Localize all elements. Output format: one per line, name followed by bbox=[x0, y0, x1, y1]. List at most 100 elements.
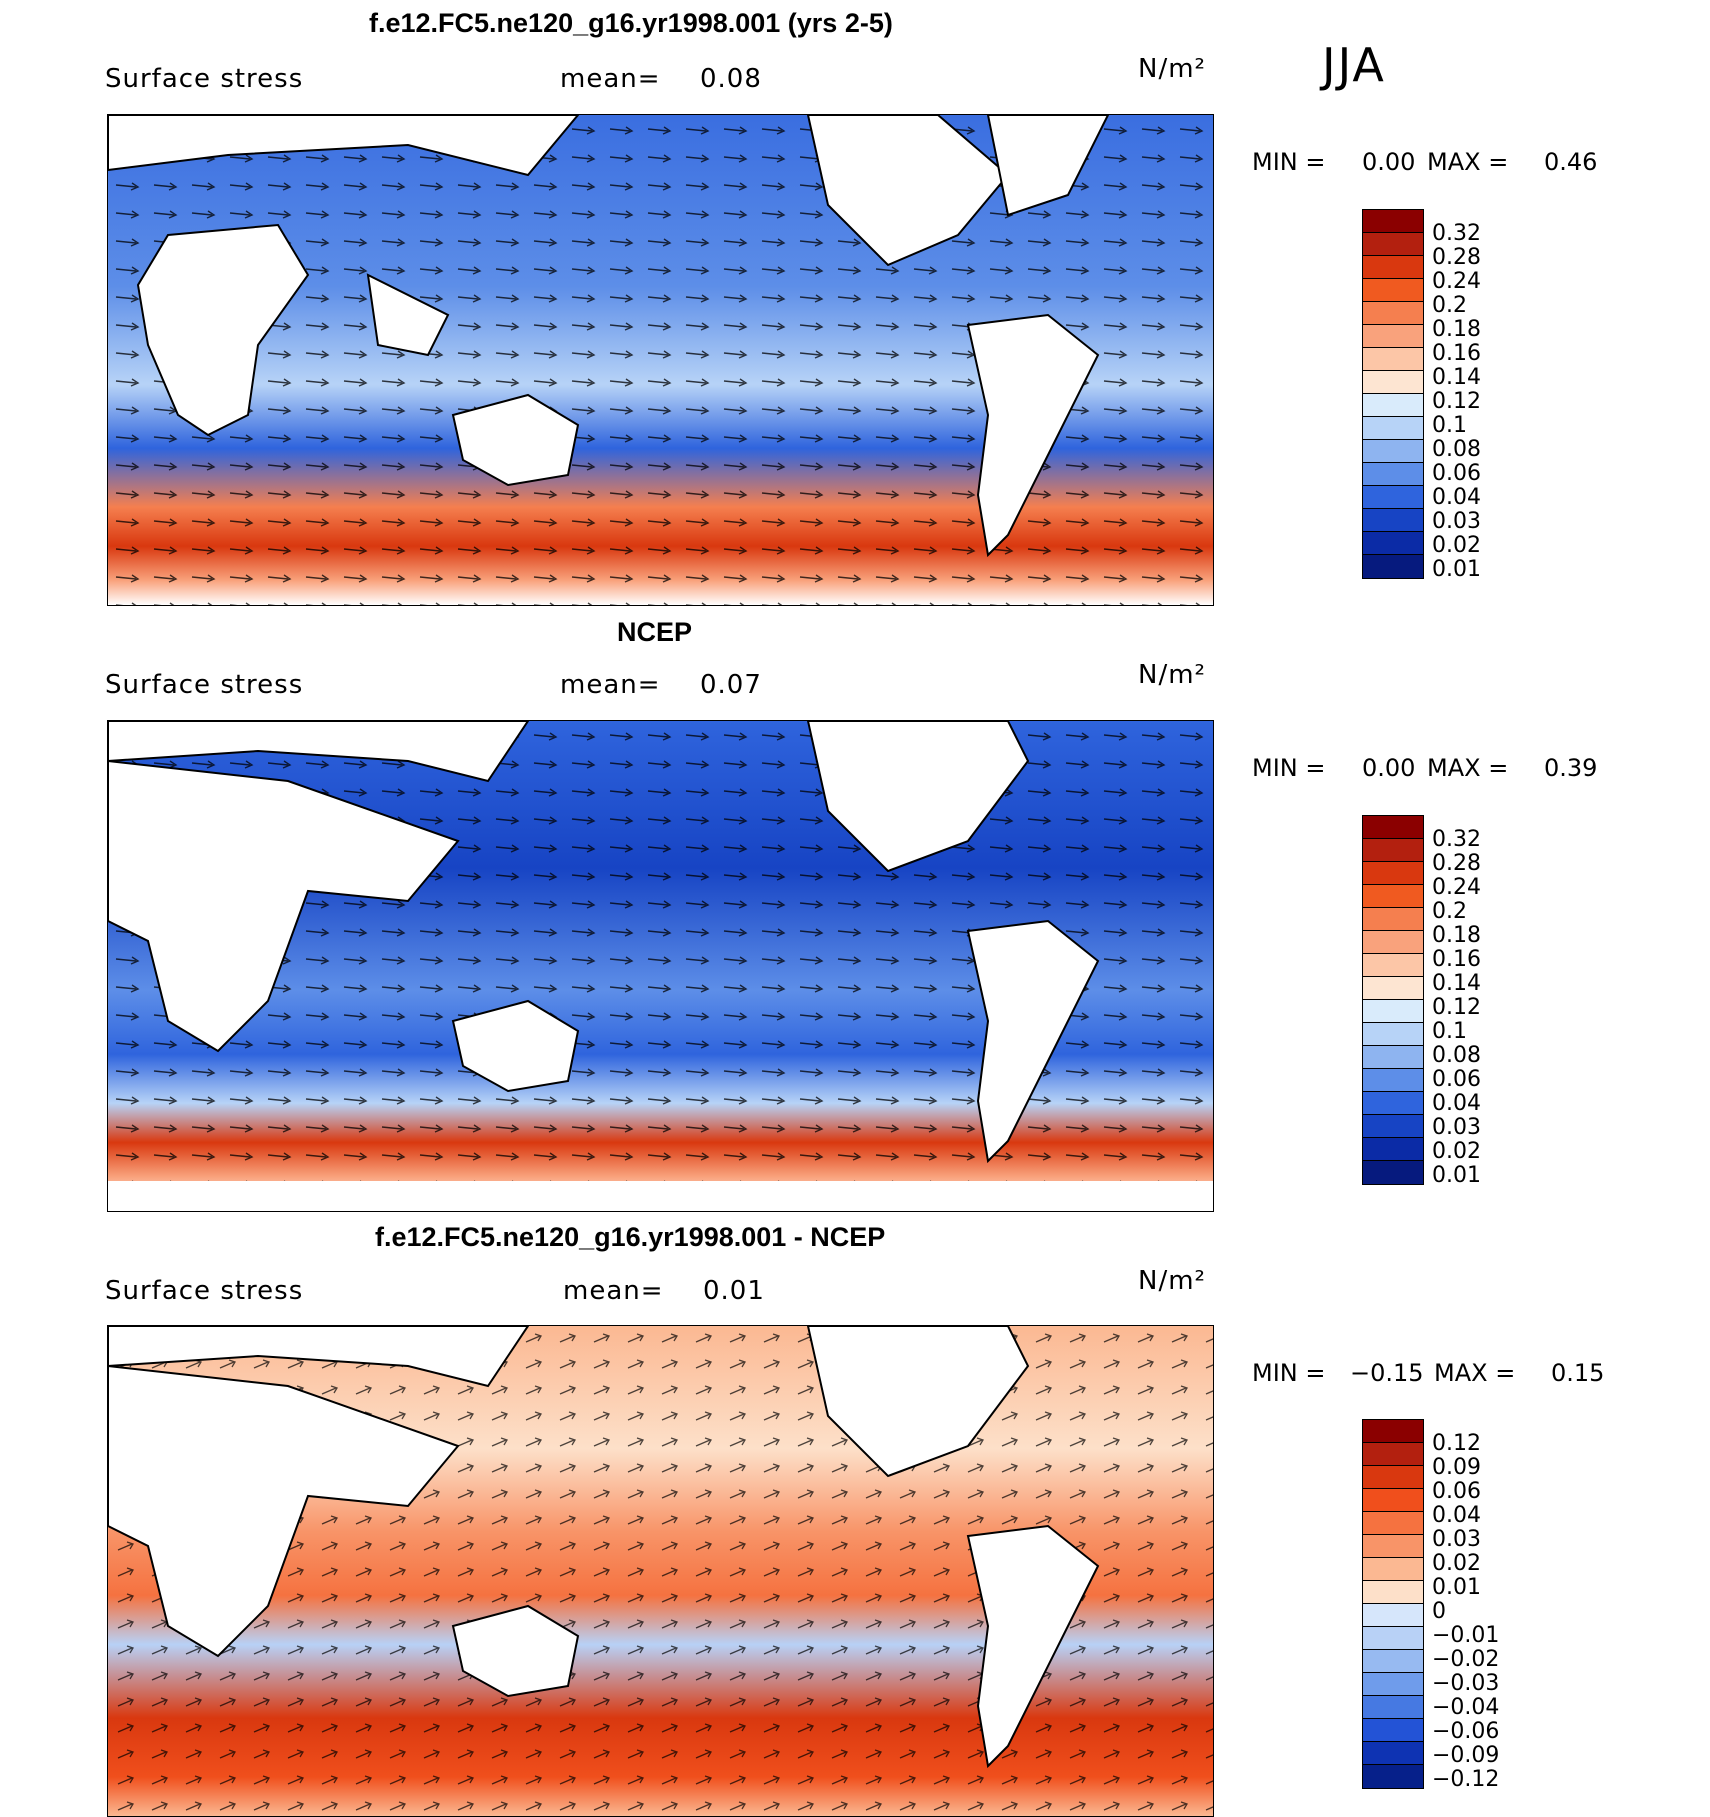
panel1-colorbar bbox=[1362, 209, 1424, 579]
panel2-tick: 0.12 bbox=[1432, 995, 1481, 1020]
panel3-variable-label: Surface stress bbox=[105, 1276, 304, 1306]
panel1-tick: 0.2 bbox=[1432, 293, 1467, 318]
panel3-cbar-swatch bbox=[1363, 1581, 1423, 1604]
panel3-tick: 0.09 bbox=[1432, 1455, 1481, 1480]
panel3-tick: 0 bbox=[1432, 1599, 1446, 1624]
panel3-mean-value: 0.01 bbox=[703, 1276, 765, 1306]
panel3-cbar-swatch bbox=[1363, 1443, 1423, 1466]
panel2-tick: 0.14 bbox=[1432, 971, 1481, 996]
panel3-tick: −0.12 bbox=[1432, 1767, 1500, 1792]
panel1-map bbox=[107, 114, 1214, 606]
panel3-units: N/m² bbox=[1138, 1266, 1206, 1296]
panel3-max-label: MAX = bbox=[1434, 1359, 1516, 1387]
panel3-colorbar bbox=[1362, 1419, 1424, 1789]
panel2-tick: 0.06 bbox=[1432, 1067, 1481, 1092]
panel1-tick: 0.24 bbox=[1432, 269, 1481, 294]
panel1-tick: 0.04 bbox=[1432, 485, 1481, 510]
panel1-cbar-swatch bbox=[1363, 486, 1423, 509]
panel3-cbar-swatch bbox=[1363, 1604, 1423, 1627]
panel1-cbar-swatch bbox=[1363, 210, 1423, 233]
panel3-tick: −0.03 bbox=[1432, 1671, 1500, 1696]
panel1-cbar-swatch bbox=[1363, 417, 1423, 440]
panel2-colorbar bbox=[1362, 815, 1424, 1185]
panel2-tick: 0.18 bbox=[1432, 923, 1481, 948]
panel2-tick: 0.24 bbox=[1432, 875, 1481, 900]
panel1-tick: 0.1 bbox=[1432, 413, 1467, 438]
panel3-tick: 0.04 bbox=[1432, 1503, 1481, 1528]
panel3-cbar-swatch bbox=[1363, 1558, 1423, 1581]
panel1-cbar-swatch bbox=[1363, 325, 1423, 348]
panel2-cbar-swatch bbox=[1363, 885, 1423, 908]
panel1-cbar-swatch bbox=[1363, 371, 1423, 394]
panel3-tick: −0.01 bbox=[1432, 1623, 1500, 1648]
panel3-land bbox=[108, 1326, 1100, 1769]
panel3-cbar-swatch bbox=[1363, 1696, 1423, 1719]
panel2-tick: 0.08 bbox=[1432, 1043, 1481, 1068]
panel2-max-value: 0.39 bbox=[1544, 754, 1598, 782]
panel3-max-value: 0.15 bbox=[1551, 1359, 1605, 1387]
panel3-tick: 0.06 bbox=[1432, 1479, 1481, 1504]
panel2-tick: 0.02 bbox=[1432, 1139, 1481, 1164]
panel2-cbar-swatch bbox=[1363, 1138, 1423, 1161]
panel3-map bbox=[107, 1325, 1214, 1817]
panel2-cbar-swatch bbox=[1363, 1092, 1423, 1115]
panel2-land bbox=[108, 721, 1213, 1211]
panel1-cbar-swatch bbox=[1363, 233, 1423, 256]
panel1-tick: 0.32 bbox=[1432, 221, 1481, 246]
panel1-tick: 0.02 bbox=[1432, 533, 1481, 558]
panel2-cbar-swatch bbox=[1363, 931, 1423, 954]
panel2-map-svg bbox=[108, 721, 1213, 1211]
panel3-tick: −0.06 bbox=[1432, 1719, 1500, 1744]
panel1-tick: 0.03 bbox=[1432, 509, 1481, 534]
panel2-map bbox=[107, 720, 1214, 1212]
panel2-cbar-swatch bbox=[1363, 1023, 1423, 1046]
panel2-cbar-swatch bbox=[1363, 862, 1423, 885]
panel1-mean-value: 0.08 bbox=[700, 64, 762, 94]
panel1-cbar-swatch bbox=[1363, 302, 1423, 325]
panel3-cbar-swatch bbox=[1363, 1719, 1423, 1742]
panel1-min-label: MIN = bbox=[1252, 148, 1326, 176]
panel2-cbar-swatch bbox=[1363, 908, 1423, 931]
panel2-mean-label: mean= bbox=[560, 670, 661, 700]
panel3-cbar-swatch bbox=[1363, 1489, 1423, 1512]
panel1-mean-label: mean= bbox=[560, 64, 661, 94]
panel3-mean-label: mean= bbox=[563, 1276, 664, 1306]
panel1-tick: 0.06 bbox=[1432, 461, 1481, 486]
panel2-variable-label: Surface stress bbox=[105, 670, 304, 700]
panel2-cbar-swatch bbox=[1363, 839, 1423, 862]
panel1-tick: 0.18 bbox=[1432, 317, 1481, 342]
panel2-max-label: MAX = bbox=[1427, 754, 1509, 782]
panel3-tick: 0.01 bbox=[1432, 1575, 1481, 1600]
panel3-cbar-swatch bbox=[1363, 1466, 1423, 1489]
panel2-tick: 0.01 bbox=[1432, 1163, 1481, 1188]
panel2-units: N/m² bbox=[1138, 660, 1206, 690]
panel3-cbar-swatch bbox=[1363, 1650, 1423, 1673]
panel1-tick: 0.28 bbox=[1432, 245, 1481, 270]
panel1-tick: 0.12 bbox=[1432, 389, 1481, 414]
panel3-tick: −0.02 bbox=[1432, 1647, 1500, 1672]
panel3-title: f.e12.FC5.ne120_g16.yr1998.001 - NCEP bbox=[375, 1222, 886, 1252]
panel1-cbar-swatch bbox=[1363, 256, 1423, 279]
panel1-cbar-swatch bbox=[1363, 463, 1423, 486]
panel1-land bbox=[108, 115, 1110, 558]
panel2-tick: 0.1 bbox=[1432, 1019, 1467, 1044]
panel2-cbar-swatch bbox=[1363, 954, 1423, 977]
panel2-min-label: MIN = bbox=[1252, 754, 1326, 782]
panel3-cbar-swatch bbox=[1363, 1742, 1423, 1765]
panel2-cbar-swatch bbox=[1363, 977, 1423, 1000]
panel2-mean-value: 0.07 bbox=[700, 670, 762, 700]
panel3-tick: 0.02 bbox=[1432, 1551, 1481, 1576]
panel2-cbar-swatch bbox=[1363, 1115, 1423, 1138]
panel2-tick: 0.03 bbox=[1432, 1115, 1481, 1140]
panel1-tick: 0.14 bbox=[1432, 365, 1481, 390]
panel2-cbar-swatch bbox=[1363, 1000, 1423, 1023]
panel3-cbar-swatch bbox=[1363, 1627, 1423, 1650]
panel2-tick: 0.28 bbox=[1432, 851, 1481, 876]
panel2-cbar-swatch bbox=[1363, 1069, 1423, 1092]
panel3-tick: −0.09 bbox=[1432, 1743, 1500, 1768]
panel2-cbar-swatch bbox=[1363, 1046, 1423, 1069]
panel1-cbar-swatch bbox=[1363, 279, 1423, 302]
panel1-cbar-swatch bbox=[1363, 440, 1423, 463]
panel2-tick: 0.16 bbox=[1432, 947, 1481, 972]
panel2-tick: 0.04 bbox=[1432, 1091, 1481, 1116]
